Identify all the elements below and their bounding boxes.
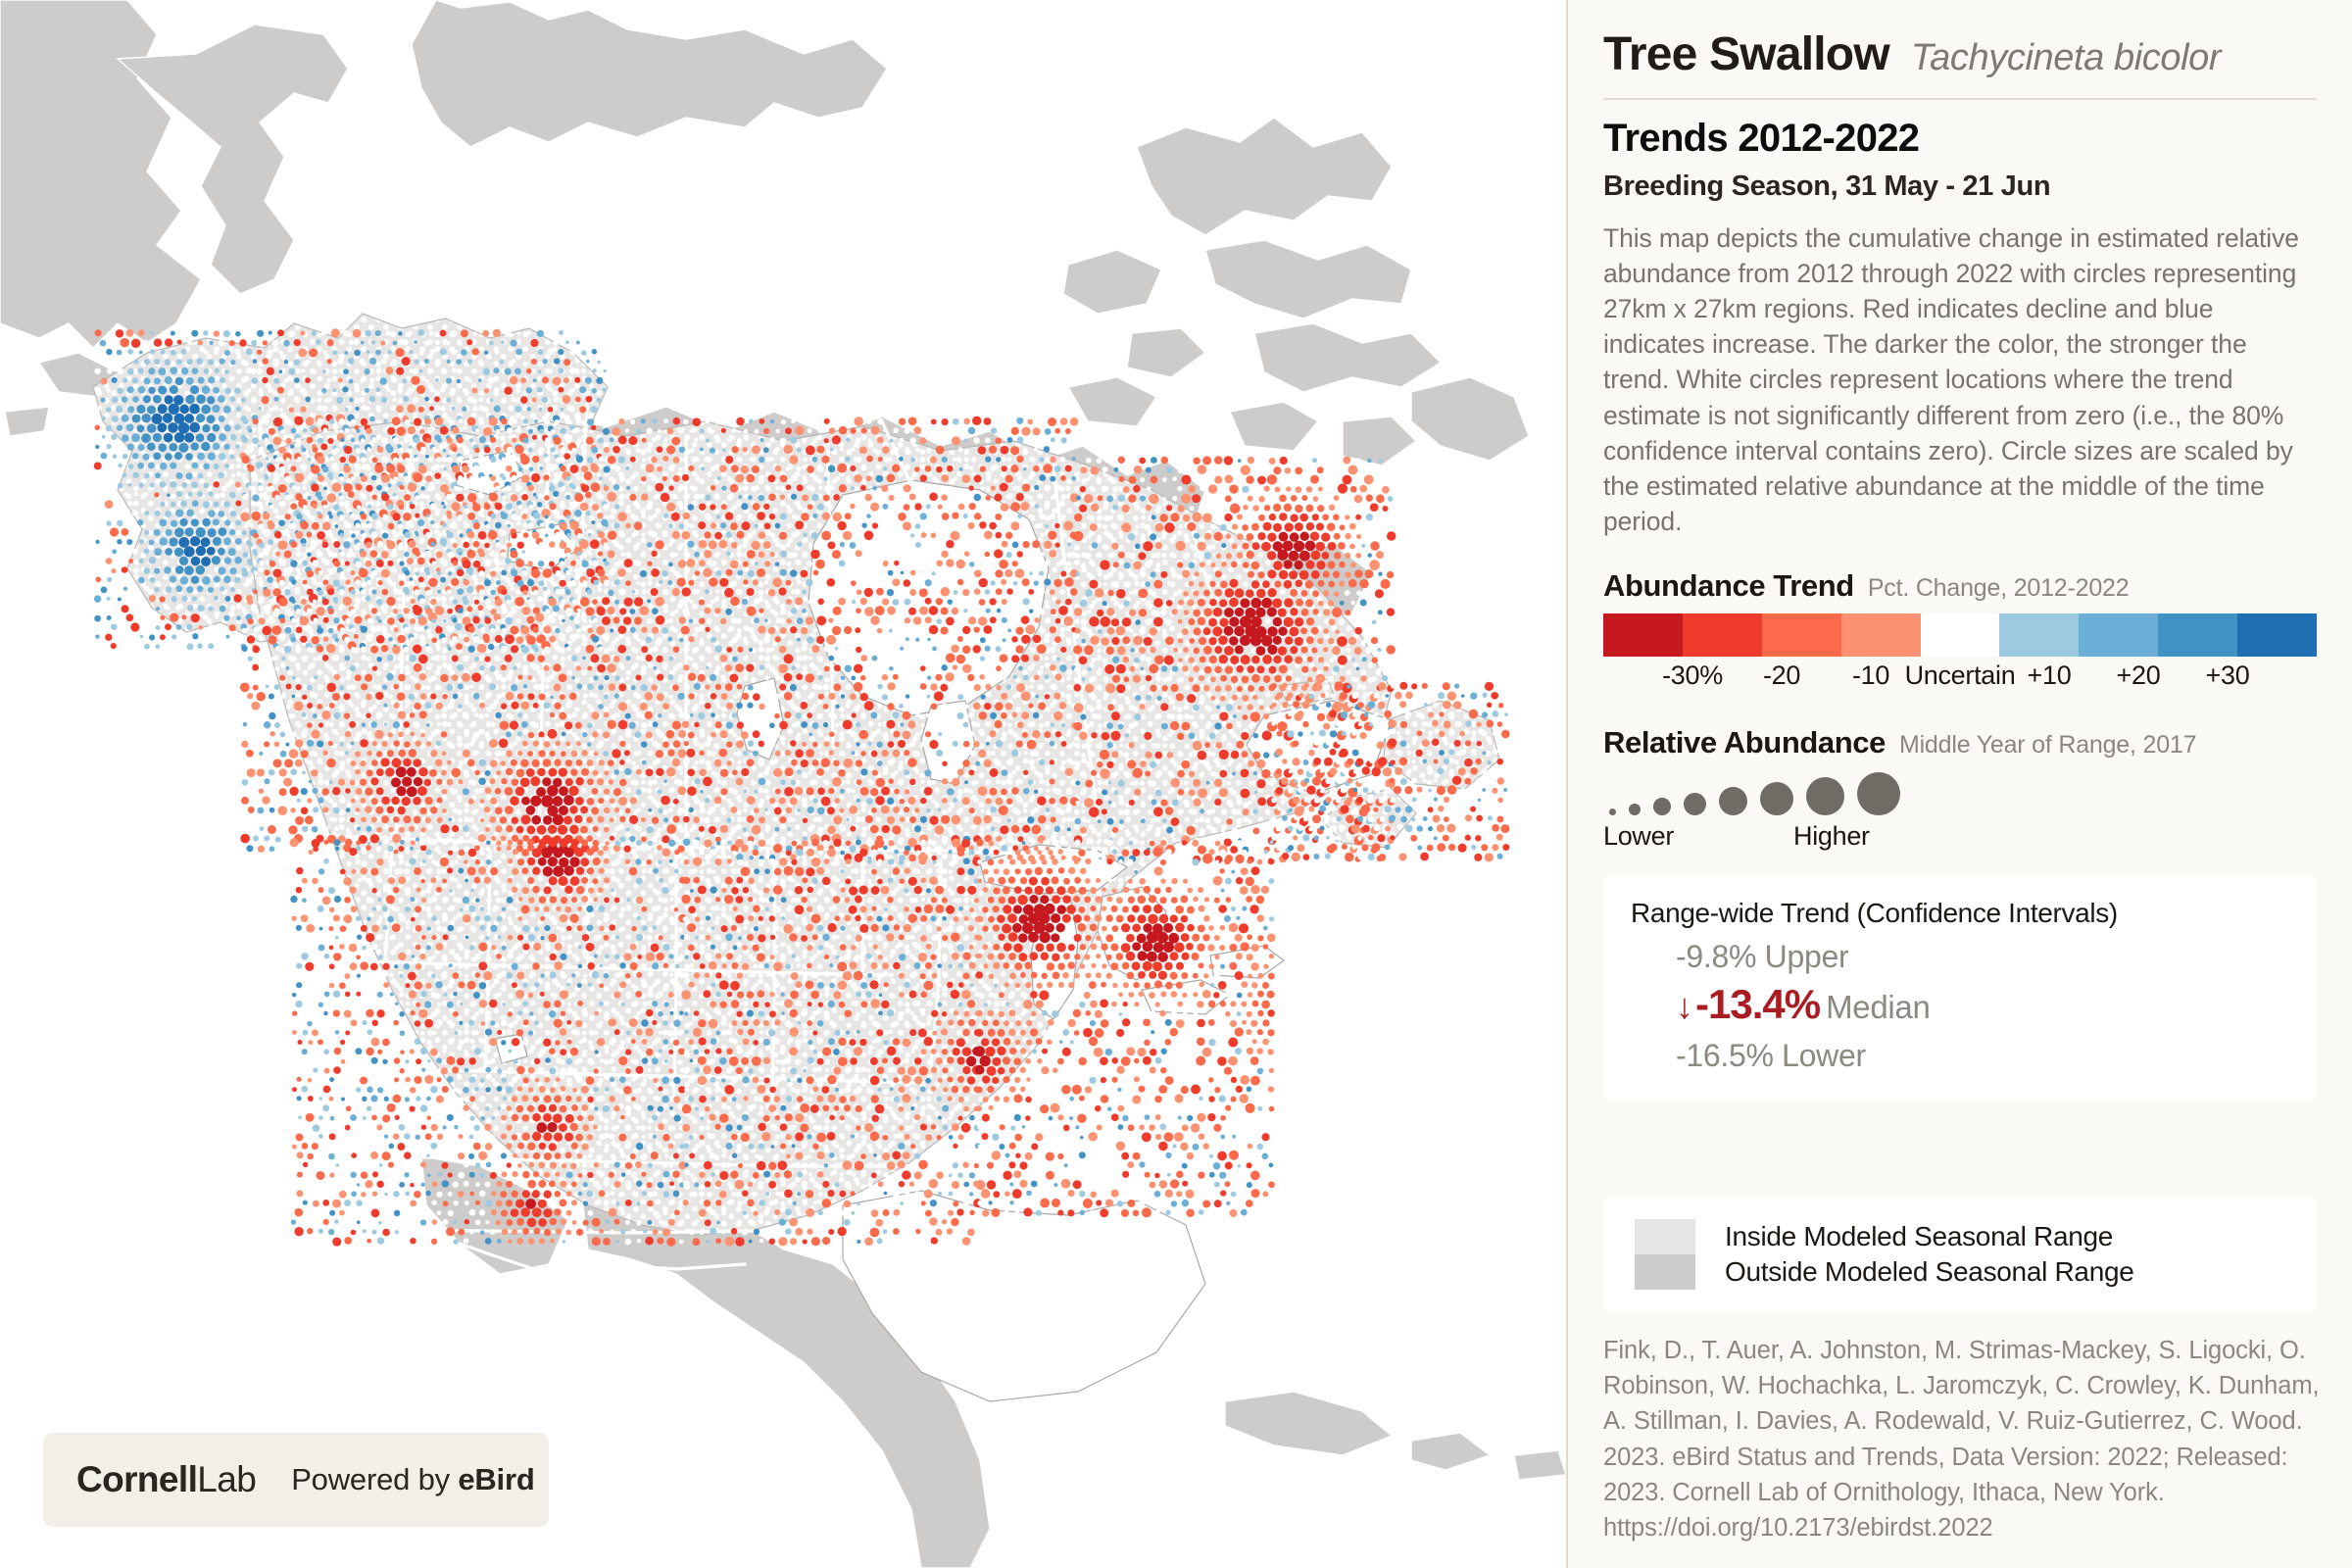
outside-range-label: Outside Modeled Seasonal Range xyxy=(1725,1256,2134,1287)
range-wide-lower-value: -16.5% Lower xyxy=(1676,1037,1866,1073)
trend-swatch-4 xyxy=(1920,612,2000,657)
season-heading: Breeding Season, 31 May - 21 Jun xyxy=(1603,171,2051,202)
abundance-trend-legend-header: Abundance Trend Pct. Change, 2012-2022 xyxy=(1603,568,2317,604)
trend-tick-4: +10 xyxy=(2027,660,2072,690)
abundance-dot-3 xyxy=(1684,792,1706,815)
citation-text: Fink, D., T. Auer, A. Johnston, M. Strim… xyxy=(1603,1337,2320,1543)
trend-tick-1: -20 xyxy=(1762,660,1801,690)
cornell-lab-badge[interactable]: CornellLab Powered by eBird xyxy=(43,1433,549,1527)
cornell-lab-wordmark: CornellLab xyxy=(76,1459,257,1499)
range-wide-upper-value: -9.8% Upper xyxy=(1676,938,1849,974)
relative-abundance-title: Relative Abundance xyxy=(1603,724,1886,760)
range-wide-median-value: -13.4% xyxy=(1695,980,1821,1027)
species-common-name: Tree Swallow xyxy=(1603,28,1890,80)
down-arrow-icon: ↓ xyxy=(1676,985,1693,1026)
relative-abundance-size-scale xyxy=(1603,771,2317,815)
abundance-higher-label: Higher xyxy=(1793,820,1870,851)
inside-range-swatch xyxy=(1635,1219,1695,1254)
trend-tick-6: +30 xyxy=(2205,660,2250,690)
range-wide-median-row: ↓-13.4% Median xyxy=(1603,981,2317,1028)
inside-range-label: Inside Modeled Seasonal Range xyxy=(1725,1221,2114,1251)
trend-dot-layer xyxy=(93,328,1510,1247)
abundance-dot-2 xyxy=(1653,797,1671,815)
title-divider xyxy=(1603,98,2317,100)
trend-swatch-1 xyxy=(1682,612,1762,657)
abundance-dot-0 xyxy=(1609,808,1616,815)
trend-swatch-8 xyxy=(2237,612,2318,657)
relative-abundance-subtitle: Middle Year of Range, 2017 xyxy=(1898,730,2197,759)
range-wide-trend-box: Range-wide Trend (Confidence Intervals) … xyxy=(1603,875,2317,1100)
outside-range-swatch xyxy=(1635,1254,1695,1290)
trends-heading: Trends 2012-2022 xyxy=(1603,117,1920,160)
abundance-trend-subtitle: Pct. Change, 2012-2022 xyxy=(1867,573,2130,602)
relative-abundance-range-labels: Lower Higher xyxy=(1603,821,2317,855)
map-description: This map depicts the cumulative change i… xyxy=(1603,223,2299,536)
seasonal-range-legend: Inside Modeled Seasonal Range Outside Mo… xyxy=(1603,1198,2317,1311)
trend-swatch-6 xyxy=(2079,612,2159,657)
trend-tick-0: -30% xyxy=(1662,660,1723,690)
trend-swatch-7 xyxy=(2158,612,2238,657)
species-title-row: Tree Swallow Tachycineta bicolor xyxy=(1603,0,2317,78)
trend-tick-3: Uncertain xyxy=(1904,660,2016,690)
abundance-trend-tick-labels: -30% -20 -10 Uncertain +10 +20 +30 xyxy=(1603,661,2317,696)
info-sidebar: Tree Swallow Tachycineta bicolor Trends … xyxy=(1566,0,2352,1568)
range-wide-median-label: Median xyxy=(1826,988,1931,1025)
abundance-lower-label: Lower xyxy=(1603,820,1675,851)
trend-swatch-0 xyxy=(1603,612,1683,657)
abundance-trend-color-scale xyxy=(1603,612,2318,657)
abundance-trend-title: Abundance Trend xyxy=(1603,567,1854,603)
abundance-dot-6 xyxy=(1806,776,1844,815)
abundance-dot-7 xyxy=(1857,771,1900,815)
legend-item-inside-range: Inside Modeled Seasonal Range xyxy=(1603,1219,2317,1254)
trend-swatch-2 xyxy=(1761,612,1841,657)
trend-swatch-5 xyxy=(1999,612,2080,657)
trend-swatch-3 xyxy=(1840,612,1921,657)
map-pane[interactable]: CornellLab Powered by eBird xyxy=(0,0,1566,1568)
powered-by-ebird-label: Powered by eBird xyxy=(291,1462,535,1496)
north-america-trend-map[interactable] xyxy=(0,0,1566,1568)
species-scientific-name: Tachycineta bicolor xyxy=(1910,37,2222,78)
legend-item-outside-range: Outside Modeled Seasonal Range xyxy=(1603,1254,2317,1290)
trend-tick-5: +20 xyxy=(2116,660,2161,690)
relative-abundance-legend-header: Relative Abundance Middle Year of Range,… xyxy=(1603,725,2317,760)
abundance-dot-4 xyxy=(1719,786,1747,815)
range-wide-trend-title: Range-wide Trend (Confidence Intervals) xyxy=(1631,897,2118,928)
abundance-dot-1 xyxy=(1629,803,1641,815)
trend-tick-2: -10 xyxy=(1851,660,1890,690)
abundance-dot-5 xyxy=(1760,781,1793,815)
